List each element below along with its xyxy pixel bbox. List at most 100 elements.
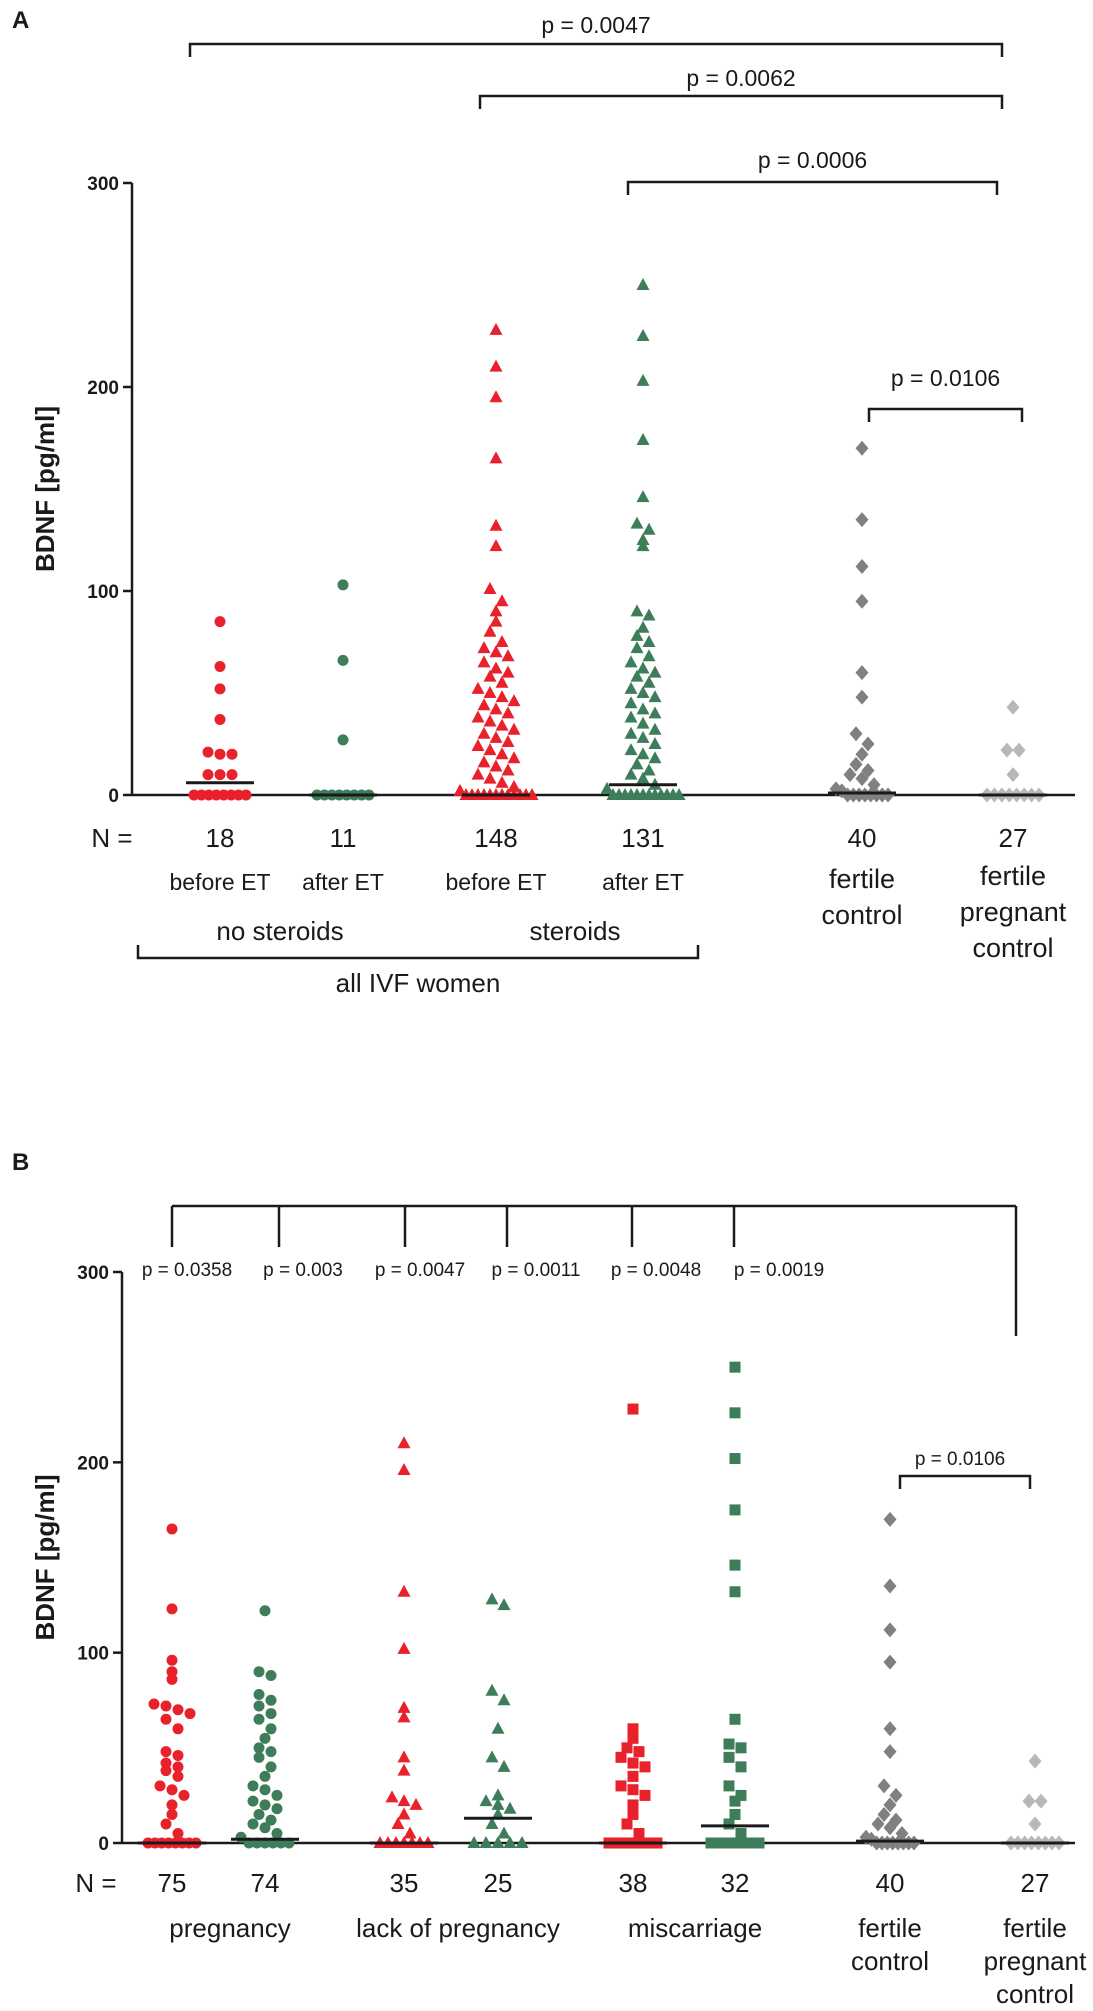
data-point-a-g5-2 (1012, 742, 1026, 758)
p-value-b-2: p = 0.0047 (375, 1260, 465, 1281)
data-point-b-g3-15 (479, 1836, 493, 1848)
data-point-b-g0-8 (184, 1708, 196, 1720)
data-point-b-g3-13 (497, 1826, 511, 1839)
data-point-b-g2-9 (397, 1794, 411, 1807)
data-point-b-g2-10 (409, 1797, 423, 1810)
data-point-b-g6-3 (883, 1654, 897, 1670)
data-point-b-g2-11 (397, 1807, 411, 1820)
y-tick-label-b-200: 200 (77, 1453, 109, 1474)
data-point-b-g5-22 (745, 1837, 757, 1849)
n-label-a-g0: 18 (206, 823, 235, 853)
data-point-b-g4-7 (639, 1761, 651, 1773)
y-tick-label-b-100: 100 (77, 1644, 109, 1665)
data-point-a-g3-32 (648, 737, 662, 749)
data-point-b-g0-12 (172, 1749, 184, 1761)
data-point-b-g3-18 (515, 1836, 529, 1848)
data-point-b-g1-1 (253, 1666, 265, 1678)
data-point-a-g2-17 (501, 665, 515, 678)
data-point-a-g4-10 (861, 763, 875, 779)
data-point-a-g3-17 (636, 661, 650, 674)
data-point-a-g2-20 (471, 681, 485, 694)
data-point-a-g2-37 (507, 751, 521, 764)
data-point-a-g2-57 (525, 788, 539, 800)
data-point-a-g2-32 (489, 730, 503, 743)
data-point-a-g4-3 (855, 593, 869, 609)
data-point-b-g0-14 (172, 1761, 184, 1773)
data-point-b-g1-14 (259, 1770, 271, 1782)
data-point-b-g3-0 (485, 1592, 499, 1605)
data-point-b-g2-7 (397, 1763, 411, 1776)
data-point-b-g0-13 (160, 1757, 172, 1769)
data-point-a-g2-31 (477, 726, 491, 739)
data-point-b-g0-4 (166, 1673, 178, 1685)
data-point-a-g3-38 (624, 767, 638, 780)
data-point-a-g3-1 (636, 329, 650, 341)
data-point-a-g1-0 (337, 579, 349, 591)
data-point-b-g3-11 (491, 1807, 505, 1820)
data-point-a-g3-35 (648, 751, 662, 764)
data-point-b-g0-3 (166, 1666, 178, 1678)
data-point-b-g1-23 (247, 1818, 259, 1830)
data-point-b-g0-16 (172, 1770, 184, 1782)
data-point-a-g2-28 (483, 714, 497, 727)
data-point-b-g5-17 (705, 1837, 717, 1849)
data-point-b-g2-0 (397, 1436, 411, 1449)
data-point-b-g5-19 (721, 1837, 733, 1849)
p-value-b-5: p = 0.0019 (734, 1260, 824, 1281)
data-point-b-g3-2 (485, 1683, 499, 1696)
data-point-a-g0-5 (214, 748, 226, 760)
category-label-b-2: miscarriage (628, 1913, 762, 1943)
data-point-a-g4-6 (849, 726, 863, 742)
data-point-b-g1-15 (247, 1780, 259, 1792)
comparison-bracket-a-1 (478, 94, 1004, 109)
data-point-b-g2-1 (397, 1462, 411, 1475)
p-value-b-3: p = 0.0011 (492, 1260, 581, 1281)
category-label-a-0: no steroids (216, 916, 343, 946)
data-point-b-g1-10 (253, 1742, 265, 1754)
data-point-a-g3-30 (624, 726, 638, 739)
data-point-b-g1-13 (265, 1761, 277, 1773)
data-point-b-g5-15 (723, 1818, 735, 1830)
data-point-a-g4-11 (843, 767, 857, 783)
data-point-a-g2-23 (507, 694, 521, 707)
data-point-a-g3-0 (636, 278, 650, 290)
data-point-b-g0-22 (160, 1818, 172, 1830)
data-point-b-g4-5 (615, 1751, 627, 1763)
p-value-a-2: p = 0.0006 (758, 147, 867, 173)
y-axis-label-b: BDNF [pg/ml] (30, 1474, 60, 1640)
data-point-a-g5-1 (1000, 742, 1014, 758)
data-point-b-g5-2 (729, 1453, 741, 1465)
data-point-a-g2-3 (489, 451, 503, 464)
data-point-b-g6-4 (883, 1721, 897, 1737)
y-tick-label-a-0: 0 (108, 786, 119, 807)
data-point-a-g2-19 (495, 675, 509, 688)
data-point-a-g2-35 (483, 743, 497, 756)
data-point-b-g0-19 (178, 1789, 190, 1801)
data-point-a-g0-9 (226, 769, 238, 781)
data-point-a-g3-20 (642, 675, 656, 688)
data-point-b-g1-0 (259, 1605, 271, 1617)
data-point-b-g2-5 (397, 1710, 411, 1723)
group-label-a-g0-0: before ET (170, 869, 271, 895)
data-point-b-g3-12 (485, 1816, 499, 1829)
data-point-a-g3-36 (630, 757, 644, 770)
group-label-b-g7-2: control (996, 1979, 1074, 2009)
n-label-b-g6: 40 (876, 1868, 905, 1898)
data-point-b-g5-5 (729, 1586, 741, 1598)
data-point-a-g3-53 (672, 788, 686, 800)
data-point-b-g0-5 (148, 1698, 160, 1710)
data-point-b-g4-2 (627, 1732, 639, 1744)
data-point-a-g2-12 (477, 641, 491, 654)
data-point-b-g2-13 (403, 1826, 417, 1839)
data-point-b-g5-8 (735, 1742, 747, 1754)
bracket-all-ivf (136, 945, 700, 960)
data-point-b-g3-1 (497, 1598, 511, 1611)
group-label-b-g7-1: pregnant (984, 1946, 1087, 1976)
data-point-b-g4-1 (627, 1723, 639, 1735)
data-point-b-g6-8 (883, 1797, 897, 1813)
data-point-a-g4-12 (855, 771, 869, 787)
data-point-b-g5-0 (729, 1361, 741, 1373)
n-label-b-g4: 38 (619, 1868, 648, 1898)
data-point-a-g0-1 (214, 660, 226, 672)
p-value-b-1: p = 0.003 (263, 1260, 343, 1281)
